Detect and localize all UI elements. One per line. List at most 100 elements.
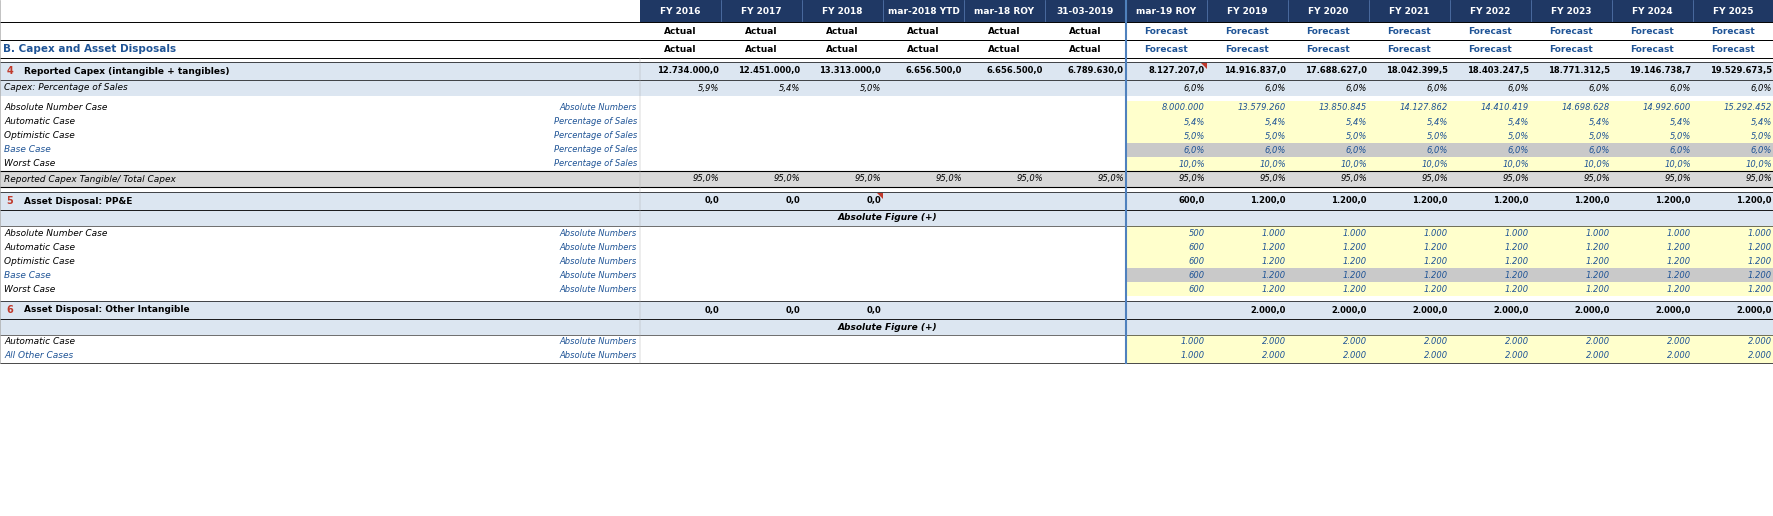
Bar xyxy=(1126,282,1206,296)
Text: 95,0%: 95,0% xyxy=(691,174,718,184)
Text: 2.000: 2.000 xyxy=(1504,351,1528,361)
Bar xyxy=(0,62,20,80)
Bar xyxy=(1369,226,1449,240)
Bar xyxy=(1449,143,1530,157)
Text: 2.000: 2.000 xyxy=(1424,351,1447,361)
Bar xyxy=(1612,240,1691,254)
Bar xyxy=(720,268,801,282)
Bar xyxy=(1612,282,1691,296)
Bar xyxy=(1612,301,1691,319)
Text: 6,0%: 6,0% xyxy=(1264,84,1285,92)
Bar xyxy=(720,157,801,171)
Bar xyxy=(1206,268,1287,282)
Bar xyxy=(1287,62,1369,80)
Text: 14.698.628: 14.698.628 xyxy=(1560,104,1610,112)
Bar xyxy=(1126,335,1206,349)
Bar xyxy=(1287,301,1369,319)
Bar xyxy=(1691,129,1773,143)
Bar xyxy=(1530,115,1612,129)
Bar xyxy=(720,143,801,157)
Text: 1.200: 1.200 xyxy=(1746,270,1771,280)
Bar xyxy=(0,129,619,143)
Text: 6.789.630,0: 6.789.630,0 xyxy=(1067,67,1124,75)
Bar xyxy=(1612,349,1691,363)
Bar xyxy=(1449,226,1530,240)
Bar xyxy=(1530,226,1612,240)
Bar xyxy=(1206,301,1287,319)
Bar xyxy=(0,171,640,187)
Text: 1.000: 1.000 xyxy=(1504,229,1528,237)
Bar xyxy=(1206,171,1287,187)
Bar xyxy=(640,240,720,254)
Bar xyxy=(1449,157,1530,171)
Text: 2.000,0: 2.000,0 xyxy=(1574,305,1610,314)
Bar xyxy=(0,22,640,40)
Text: 1.000: 1.000 xyxy=(1181,337,1204,347)
Bar xyxy=(1126,268,1206,282)
Bar xyxy=(640,335,720,349)
Text: 1.000: 1.000 xyxy=(1585,229,1610,237)
Text: Base Case: Base Case xyxy=(4,270,51,280)
Bar xyxy=(801,143,883,157)
Text: 5,4%: 5,4% xyxy=(1183,118,1204,126)
Bar xyxy=(1449,349,1530,363)
Text: Absolute Numbers: Absolute Numbers xyxy=(560,270,637,280)
Text: 1.200: 1.200 xyxy=(1746,243,1771,251)
Bar xyxy=(1369,240,1449,254)
Bar xyxy=(1044,171,1126,187)
Bar xyxy=(1044,301,1126,319)
Text: Optimistic Case: Optimistic Case xyxy=(4,256,74,266)
Bar xyxy=(1287,349,1369,363)
Text: 1.000: 1.000 xyxy=(1424,229,1447,237)
Bar xyxy=(0,335,619,349)
Text: 1.200: 1.200 xyxy=(1342,243,1367,251)
Bar xyxy=(1206,157,1287,171)
Text: 95,0%: 95,0% xyxy=(1663,174,1690,184)
Text: 8.000.000: 8.000.000 xyxy=(1161,104,1204,112)
Bar xyxy=(0,282,619,296)
Bar xyxy=(883,171,963,187)
Bar xyxy=(1530,129,1612,143)
Bar xyxy=(1612,101,1691,115)
Bar xyxy=(640,129,720,143)
Text: FY 2023: FY 2023 xyxy=(1550,7,1590,15)
Text: 5,4%: 5,4% xyxy=(1425,118,1447,126)
Text: 10,0%: 10,0% xyxy=(1339,159,1367,169)
Bar xyxy=(1691,268,1773,282)
Bar xyxy=(1530,268,1612,282)
Text: Forecast: Forecast xyxy=(1629,44,1674,54)
Bar xyxy=(0,319,1773,335)
Bar xyxy=(720,240,801,254)
Text: 2.000: 2.000 xyxy=(1261,351,1285,361)
Text: 1.200: 1.200 xyxy=(1585,256,1610,266)
Bar xyxy=(1530,282,1612,296)
Bar xyxy=(1126,171,1206,187)
Text: 1.000: 1.000 xyxy=(1261,229,1285,237)
Text: 2.000: 2.000 xyxy=(1585,337,1610,347)
Text: 10,0%: 10,0% xyxy=(1663,159,1690,169)
Bar xyxy=(963,171,1044,187)
Text: 2.000,0: 2.000,0 xyxy=(1493,305,1528,314)
Text: 600: 600 xyxy=(1188,270,1204,280)
Text: 1.200: 1.200 xyxy=(1585,243,1610,251)
Bar xyxy=(1530,192,1612,210)
Bar xyxy=(1287,171,1369,187)
Bar xyxy=(1369,115,1449,129)
Bar xyxy=(1530,143,1612,157)
Bar xyxy=(1206,143,1287,157)
Bar xyxy=(640,301,720,319)
Bar xyxy=(720,129,801,143)
Bar xyxy=(963,282,1044,296)
Bar xyxy=(1287,335,1369,349)
Bar xyxy=(1691,80,1773,96)
Text: Base Case: Base Case xyxy=(4,146,51,154)
Bar xyxy=(1369,268,1449,282)
Bar xyxy=(1206,254,1287,268)
Bar xyxy=(619,101,640,115)
Bar xyxy=(963,129,1044,143)
Text: 13.313.000,0: 13.313.000,0 xyxy=(819,67,881,75)
Text: All Other Cases: All Other Cases xyxy=(4,351,73,361)
Bar xyxy=(963,157,1044,171)
Bar xyxy=(0,157,619,171)
Bar xyxy=(1449,240,1530,254)
